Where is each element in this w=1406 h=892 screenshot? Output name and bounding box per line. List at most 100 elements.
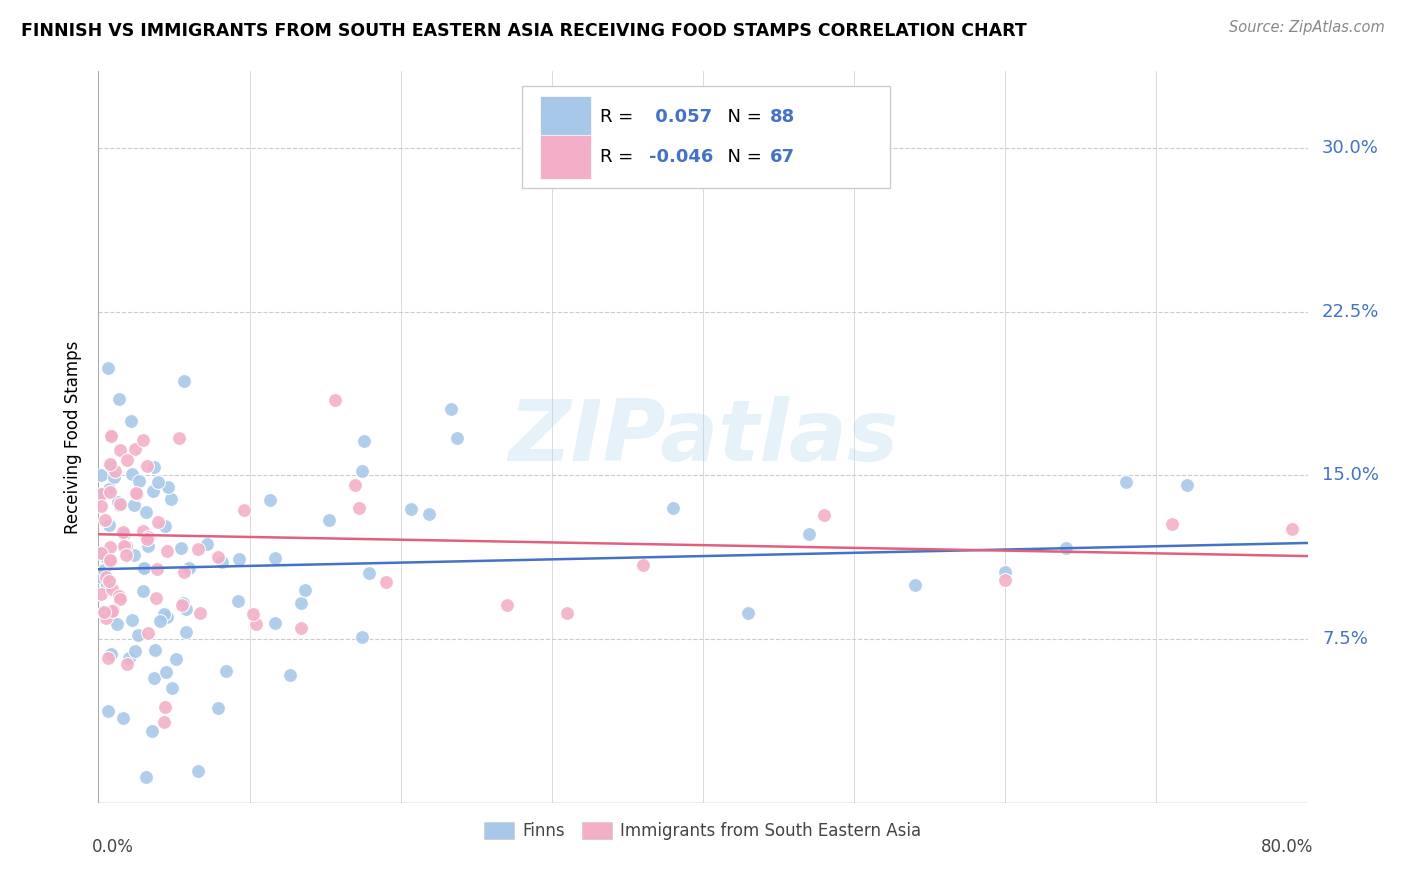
Point <box>233 502 256 516</box>
Point <box>1281 522 1303 536</box>
Point <box>98 482 121 496</box>
Legend: Finns, Immigrants from South Eastern Asia: Finns, Immigrants from South Eastern Asi… <box>478 815 928 847</box>
Point <box>661 500 683 515</box>
Point <box>359 566 381 581</box>
Point <box>122 498 145 512</box>
Point <box>105 616 128 631</box>
Point <box>797 527 820 541</box>
Point <box>211 555 233 569</box>
Point <box>1175 478 1198 492</box>
Point <box>90 487 112 501</box>
Point <box>114 548 136 562</box>
Point <box>94 611 117 625</box>
Point <box>136 539 159 553</box>
Point <box>153 607 176 621</box>
Point <box>115 452 138 467</box>
Point <box>149 615 172 629</box>
Point <box>155 665 177 679</box>
Point <box>259 493 281 508</box>
Point <box>146 561 169 575</box>
Point <box>97 517 120 532</box>
Point <box>155 518 177 533</box>
Point <box>132 561 155 575</box>
Text: N =: N = <box>716 109 768 127</box>
Point <box>97 651 120 665</box>
Point <box>103 469 125 483</box>
Point <box>242 607 264 621</box>
Point <box>90 487 112 501</box>
Point <box>145 591 167 606</box>
Point <box>245 616 267 631</box>
Point <box>173 566 195 580</box>
Point <box>160 681 183 695</box>
Point <box>132 584 155 599</box>
Point <box>141 723 163 738</box>
Point <box>98 573 121 587</box>
Point <box>156 610 179 624</box>
Point <box>132 560 155 574</box>
Point <box>170 541 193 555</box>
Point <box>325 393 347 408</box>
Point <box>264 615 287 630</box>
Point <box>290 596 312 610</box>
Point <box>156 544 179 558</box>
Point <box>737 606 759 620</box>
Point <box>173 375 195 389</box>
Point <box>90 587 112 601</box>
Point <box>215 664 238 678</box>
Point <box>375 575 398 590</box>
Point <box>121 467 143 481</box>
Text: 15.0%: 15.0% <box>1322 467 1379 484</box>
Point <box>152 715 174 730</box>
Point <box>90 546 112 560</box>
Point <box>110 592 132 607</box>
FancyBboxPatch shape <box>540 136 591 178</box>
Point <box>100 429 122 443</box>
Point <box>135 770 157 784</box>
Point <box>401 502 423 516</box>
Text: 80.0%: 80.0% <box>1261 838 1313 856</box>
Point <box>107 498 129 512</box>
Text: 67: 67 <box>769 148 794 166</box>
Point <box>97 360 120 375</box>
Point <box>96 577 118 591</box>
Point <box>101 603 124 617</box>
Point <box>290 621 312 635</box>
Point <box>100 427 122 442</box>
Point <box>90 500 112 514</box>
Point <box>446 431 468 445</box>
Point <box>94 549 117 564</box>
Point <box>138 625 160 640</box>
Point <box>124 442 146 456</box>
Point <box>344 477 367 491</box>
Text: R =: R = <box>600 148 640 166</box>
Point <box>207 701 229 715</box>
Text: 0.057: 0.057 <box>648 109 711 127</box>
Point <box>187 542 209 557</box>
Text: 22.5%: 22.5% <box>1322 302 1379 320</box>
Point <box>104 464 127 478</box>
Point <box>121 613 143 627</box>
Point <box>98 554 121 568</box>
Point <box>136 533 159 547</box>
Point <box>136 530 159 544</box>
Point <box>100 648 122 662</box>
Point <box>93 513 115 527</box>
Point <box>94 570 117 584</box>
Point <box>97 704 120 718</box>
Point <box>148 515 170 529</box>
Point <box>90 570 112 584</box>
Point <box>353 434 375 449</box>
Point <box>107 495 129 509</box>
Text: N =: N = <box>716 148 768 166</box>
Point <box>115 657 138 672</box>
Point <box>350 464 373 478</box>
Point <box>495 599 517 613</box>
Point <box>112 711 135 725</box>
Point <box>90 546 112 560</box>
Point <box>93 563 115 577</box>
Point <box>177 561 200 575</box>
Point <box>278 668 301 682</box>
Point <box>264 551 287 566</box>
Text: 30.0%: 30.0% <box>1322 139 1379 157</box>
